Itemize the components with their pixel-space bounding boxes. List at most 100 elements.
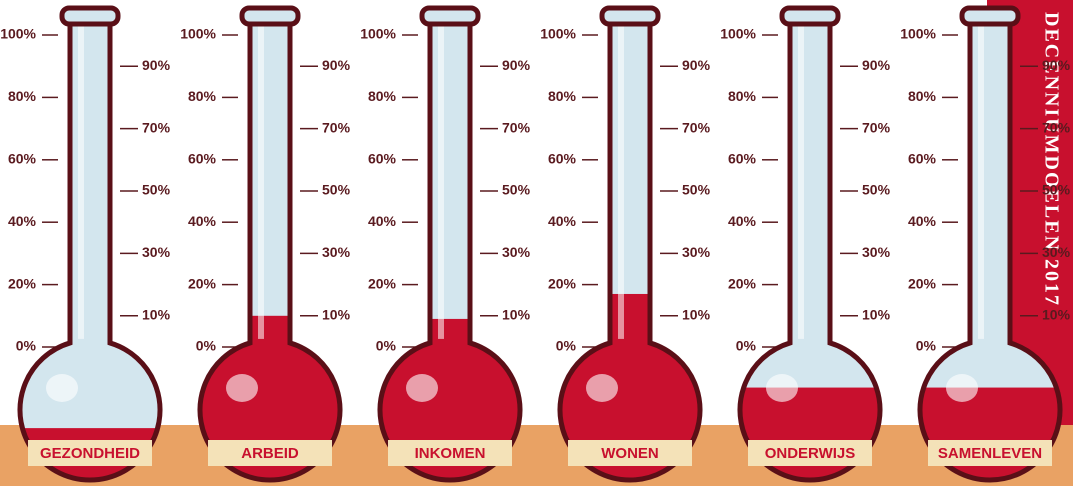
y-tick-label: 100%: [180, 26, 216, 42]
y-tick-label: 10%: [322, 307, 351, 323]
flask: 0% 10% 20% 30% 40% 50% 60% 70% 80% 90% 100% INKOMEN: [360, 5, 531, 483]
flask-outline: [557, 17, 703, 483]
y-tick-label: 30%: [502, 244, 531, 260]
y-tick-label: 90%: [1042, 57, 1071, 73]
y-tick-label: 70%: [1042, 119, 1071, 135]
y-tick-label: 0%: [736, 338, 757, 354]
category-label: SAMENLEVEN: [938, 445, 1042, 462]
flask-glass: [740, 20, 880, 480]
flask-rim: [419, 5, 481, 27]
y-tick-label: 50%: [322, 182, 351, 198]
y-tick-label: 20%: [188, 275, 217, 291]
flask-rim: [779, 5, 841, 27]
flask-rim: [59, 5, 121, 27]
y-tick-label: 0%: [16, 338, 37, 354]
y-tick-label: 60%: [548, 151, 577, 167]
y-tick-label: 80%: [908, 88, 937, 104]
flask-outline: [17, 17, 163, 483]
y-tick-label: 10%: [1042, 307, 1071, 323]
y-tick-label: 90%: [862, 57, 891, 73]
bulb-highlight: [46, 374, 78, 402]
y-tick-label: 80%: [548, 88, 577, 104]
label-tape: [748, 440, 872, 466]
flask: 0% 10% 20% 30% 40% 50% 60% 70% 80% 90% 100% WONEN: [540, 5, 711, 483]
y-tick-label: 0%: [916, 338, 937, 354]
tube-highlight: [258, 26, 264, 339]
y-tick-label: 40%: [728, 213, 757, 229]
bulb-highlight: [226, 374, 258, 402]
y-tick-label: 40%: [368, 213, 397, 229]
y-tick-label: 40%: [8, 213, 37, 229]
label-tape: [928, 440, 1052, 466]
y-tick-label: 60%: [728, 151, 757, 167]
side-title: DECENNIUMDOELEN 2017: [1040, 12, 1062, 307]
flask-glass: [20, 20, 161, 480]
flask: 0% 10% 20% 30% 40% 50% 60% 70% 80% 90% 100% SAMENLE…: [900, 5, 1071, 483]
y-tick-label: 10%: [682, 307, 711, 323]
flask-outline: [377, 17, 523, 483]
flask: 0% 10% 20% 30% 40% 50% 60% 70% 80% 90% 100% GEZONDH…: [0, 5, 171, 483]
y-tick-label: 80%: [728, 88, 757, 104]
y-tick-label: 40%: [548, 213, 577, 229]
tube-highlight: [618, 26, 624, 339]
y-tick-label: 70%: [142, 119, 171, 135]
y-tick-label: 90%: [502, 57, 531, 73]
tube-highlight: [798, 26, 804, 339]
flask-outline: [917, 17, 1063, 483]
y-tick-label: 60%: [368, 151, 397, 167]
bulb-highlight: [946, 374, 978, 402]
label-tape: [208, 440, 332, 466]
y-tick-label: 100%: [360, 26, 396, 42]
label-tape: [28, 440, 152, 466]
category-label: GEZONDHEID: [40, 445, 140, 462]
y-tick-label: 70%: [862, 119, 891, 135]
y-tick-label: 20%: [548, 275, 577, 291]
y-tick-label: 60%: [908, 151, 937, 167]
y-tick-label: 90%: [682, 57, 711, 73]
y-tick-label: 50%: [1042, 182, 1071, 198]
y-tick-label: 30%: [1042, 244, 1071, 260]
y-tick-label: 30%: [682, 244, 711, 260]
y-tick-label: 50%: [502, 182, 531, 198]
y-tick-label: 100%: [900, 26, 936, 42]
flask-rim: [959, 5, 1021, 27]
y-tick-label: 0%: [196, 338, 217, 354]
y-tick-label: 20%: [728, 275, 757, 291]
y-tick-label: 100%: [720, 26, 756, 42]
y-tick-label: 40%: [188, 213, 217, 229]
y-tick-label: 20%: [368, 275, 397, 291]
y-tick-label: 60%: [188, 151, 217, 167]
category-label: INKOMEN: [415, 445, 486, 462]
label-tape: [568, 440, 692, 466]
y-tick-label: 0%: [556, 338, 577, 354]
y-tick-label: 90%: [142, 57, 171, 73]
y-tick-label: 0%: [376, 338, 397, 354]
bulb-highlight: [766, 374, 798, 402]
y-tick-label: 30%: [142, 244, 171, 260]
y-tick-label: 30%: [862, 244, 891, 260]
category-label: ARBEID: [241, 445, 299, 462]
flask-rim: [239, 5, 301, 27]
category-label: ONDERWIJS: [765, 445, 856, 462]
bulb-highlight: [586, 374, 618, 402]
flask: 0% 10% 20% 30% 40% 50% 60% 70% 80% 90% 100% ARBEID: [180, 5, 351, 483]
flask-outline: [737, 17, 883, 483]
flask-rim: [599, 5, 661, 27]
y-tick-label: 80%: [8, 88, 37, 104]
y-tick-label: 70%: [682, 119, 711, 135]
y-tick-label: 80%: [188, 88, 217, 104]
ground-band: [0, 425, 1073, 486]
y-tick-label: 100%: [0, 26, 36, 42]
y-tick-label: 10%: [142, 307, 171, 323]
tube-highlight: [438, 26, 444, 339]
bulb-highlight: [406, 374, 438, 402]
category-label: WONEN: [601, 445, 659, 462]
flask: 0% 10% 20% 30% 40% 50% 60% 70% 80% 90% 100% ONDERWI…: [720, 5, 891, 483]
y-tick-label: 10%: [862, 307, 891, 323]
y-tick-label: 100%: [540, 26, 576, 42]
y-tick-label: 50%: [142, 182, 171, 198]
label-tape: [388, 440, 512, 466]
y-tick-label: 70%: [322, 119, 351, 135]
y-tick-label: 50%: [682, 182, 711, 198]
